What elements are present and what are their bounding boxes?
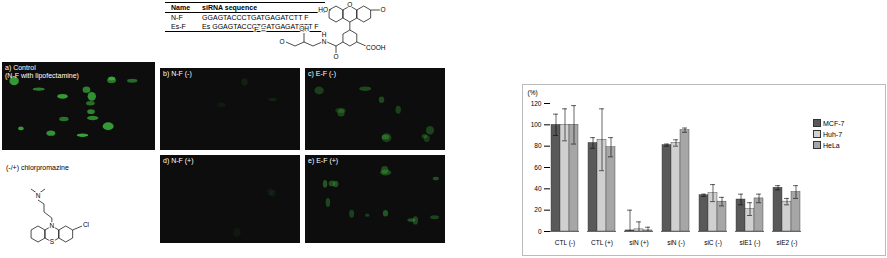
svg-text:(-/+) chlorpromazine: (-/+) chlorpromazine (6, 164, 69, 172)
svg-text:S: S (50, 238, 55, 245)
svg-text:O: O (380, 6, 385, 13)
svg-text:CTL (+): CTL (+) (591, 239, 613, 247)
svg-text:Cl: Cl (83, 221, 90, 228)
svg-text:siN (-): siN (-) (667, 239, 685, 247)
svg-text:O: O (279, 38, 284, 45)
svg-text:N: N (322, 38, 327, 45)
svg-text:F =: F = (254, 25, 266, 34)
svg-text:N: N (50, 222, 55, 229)
svg-text:(%): (%) (528, 89, 538, 97)
svg-text:20: 20 (534, 206, 542, 213)
svg-text:0: 0 (538, 228, 542, 235)
svg-text:COOH: COOH (366, 44, 386, 51)
svg-text:siN (+): siN (+) (629, 239, 648, 247)
svg-text:siC (-): siC (-) (704, 239, 722, 247)
svg-text:HO: HO (318, 6, 328, 13)
svg-text:80: 80 (534, 142, 542, 149)
svg-text:H: H (322, 31, 327, 38)
svg-text:siE2 (-): siE2 (-) (777, 239, 798, 247)
svg-text:CTL (-): CTL (-) (555, 239, 575, 247)
svg-text:60: 60 (534, 164, 542, 171)
svg-text:40: 40 (534, 185, 542, 192)
svg-text:N: N (36, 192, 41, 199)
svg-text:siE1 (-): siE1 (-) (740, 239, 761, 247)
svg-text:120: 120 (531, 100, 542, 107)
svg-text:O: O (333, 53, 338, 60)
svg-text:OH: OH (299, 25, 309, 32)
svg-text:100: 100 (531, 121, 542, 128)
svg-text:O: O (347, 1, 352, 8)
